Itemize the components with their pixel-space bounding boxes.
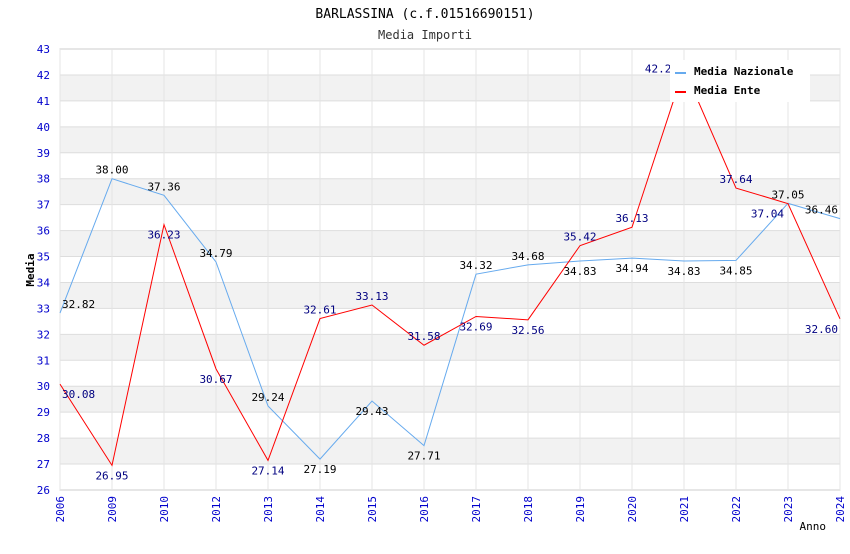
x-tick-label: 2019 — [574, 496, 587, 523]
x-tick-label: 2009 — [106, 496, 119, 523]
y-tick-label: 34 — [37, 276, 51, 289]
y-tick-label: 29 — [37, 406, 50, 419]
y-tick-label: 32 — [37, 328, 50, 341]
legend: Media Nazionale Media Ente — [670, 60, 810, 102]
y-tick-label: 30 — [37, 380, 50, 393]
data-label: 34.79 — [199, 247, 232, 260]
x-tick-label: 2010 — [158, 496, 171, 523]
data-label: 34.32 — [459, 259, 492, 272]
grid-band — [60, 308, 840, 335]
grid-band — [60, 100, 840, 127]
x-tick-label: 2014 — [314, 496, 327, 523]
grid-band — [60, 282, 840, 309]
data-label: 30.08 — [62, 388, 95, 401]
x-tick-label: 2022 — [730, 496, 743, 523]
grid-band — [60, 152, 840, 179]
y-tick-label: 38 — [37, 173, 50, 186]
data-label: 30.67 — [199, 373, 232, 386]
y-tick-label: 41 — [37, 95, 50, 108]
data-label: 42.24 — [645, 63, 678, 76]
data-label: 37.05 — [771, 188, 804, 201]
data-label: 32.61 — [303, 304, 336, 317]
x-tick-label: 2024 — [834, 496, 847, 523]
y-tick-label: 39 — [37, 147, 50, 160]
data-label: 27.14 — [251, 464, 284, 477]
grid-band — [60, 334, 840, 361]
y-tick-label: 40 — [37, 121, 50, 134]
y-tick-label: 27 — [37, 458, 50, 471]
data-label: 29.43 — [355, 405, 388, 418]
data-label: 32.60 — [805, 323, 838, 336]
x-tick-label: 2020 — [626, 496, 639, 523]
grid-band — [60, 178, 840, 205]
chart-title: BARLASSINA (c.f.01516690151) — [315, 7, 534, 22]
y-tick-label: 31 — [37, 354, 50, 367]
x-tick-label: 2018 — [522, 496, 535, 523]
data-label: 34.94 — [615, 262, 648, 275]
data-label: 38.00 — [95, 164, 128, 177]
data-label: 26.95 — [95, 469, 128, 482]
legend-label-ente: Media Ente — [694, 84, 761, 97]
data-label: 32.82 — [62, 298, 95, 311]
y-tick-label: 36 — [37, 225, 50, 238]
data-label: 31.58 — [407, 330, 440, 343]
data-label: 34.68 — [511, 250, 544, 263]
data-label: 29.24 — [251, 391, 284, 404]
x-tick-label: 2021 — [678, 496, 691, 523]
data-label: 32.69 — [459, 320, 492, 333]
x-tick-label: 2023 — [782, 496, 795, 523]
grid-band — [60, 438, 840, 465]
grid-band — [60, 360, 840, 387]
data-label: 36.46 — [805, 204, 838, 217]
x-tick-label: 2012 — [210, 496, 223, 523]
data-label: 37.36 — [147, 180, 180, 193]
y-tick-label: 28 — [37, 432, 50, 445]
x-tick-label: 2013 — [262, 496, 275, 523]
grid-band — [60, 412, 840, 439]
data-label: 37.64 — [719, 173, 752, 186]
grid-band — [60, 204, 840, 231]
chart-subtitle: Media Importi — [378, 28, 472, 42]
x-tick-label: 2017 — [470, 496, 483, 523]
data-label: 34.83 — [563, 265, 596, 278]
x-tick-label: 2015 — [366, 496, 379, 523]
grid-band — [60, 230, 840, 257]
data-label: 36.13 — [615, 212, 648, 225]
y-tick-label: 35 — [37, 251, 50, 264]
x-tick-label: 2006 — [54, 496, 67, 523]
data-label: 36.23 — [147, 229, 180, 242]
y-tick-label: 37 — [37, 199, 50, 212]
grid-band — [60, 386, 840, 413]
series-line-ente — [59, 67, 841, 467]
data-label: 35.42 — [563, 231, 596, 244]
data-label: 37.04 — [751, 208, 784, 221]
grid-band — [60, 126, 840, 153]
data-label: 27.19 — [303, 463, 336, 476]
series-line-nazionale — [59, 178, 841, 460]
data-label: 34.83 — [667, 265, 700, 278]
x-axis-label: Anno — [800, 520, 827, 533]
y-tick-label: 43 — [37, 43, 50, 56]
y-tick-label: 33 — [37, 302, 50, 315]
data-label: 32.56 — [511, 324, 544, 337]
data-label: 34.85 — [719, 264, 752, 277]
legend-label-nazionale: Media Nazionale — [694, 65, 794, 78]
y-tick-label: 42 — [37, 69, 50, 82]
y-axis-label: Media — [24, 253, 37, 286]
data-label: 33.13 — [355, 290, 388, 303]
grid-band — [60, 464, 840, 490]
data-label: 27.71 — [407, 450, 440, 463]
y-tick-label: 26 — [37, 484, 50, 497]
x-tick-label: 2016 — [418, 496, 431, 523]
